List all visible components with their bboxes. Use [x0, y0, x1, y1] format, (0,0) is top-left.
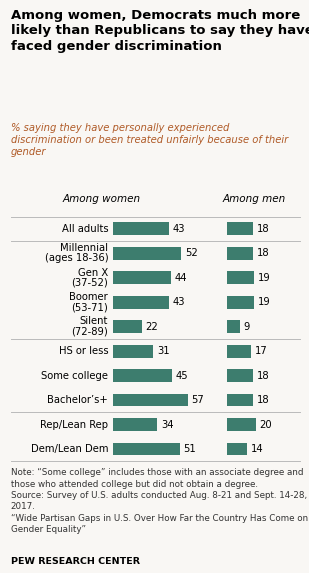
Text: Bachelor’s+: Bachelor’s+ — [47, 395, 108, 405]
Text: 57: 57 — [191, 395, 204, 405]
Bar — [113, 222, 169, 235]
Text: % saying they have personally experienced
discrimination or been treated unfairl: % saying they have personally experience… — [11, 123, 288, 157]
Text: Millennial
(ages 18-36): Millennial (ages 18-36) — [44, 243, 108, 264]
Text: Dem/Lean Dem: Dem/Lean Dem — [31, 444, 108, 454]
Text: Rep/Lean Rep: Rep/Lean Rep — [40, 419, 108, 430]
Text: 43: 43 — [173, 224, 185, 234]
Text: 52: 52 — [185, 248, 197, 258]
Bar — [113, 296, 169, 309]
Bar — [227, 247, 253, 260]
Text: Among women, Democrats much more
likely than Republicans to say they have
faced : Among women, Democrats much more likely … — [11, 9, 309, 53]
Bar — [113, 369, 172, 382]
Text: Boomer
(53-71): Boomer (53-71) — [70, 292, 108, 312]
Text: 18: 18 — [256, 395, 269, 405]
Text: 18: 18 — [256, 248, 269, 258]
Text: HS or less: HS or less — [58, 346, 108, 356]
Bar — [113, 345, 154, 358]
Text: Silent
(72-89): Silent (72-89) — [71, 316, 108, 337]
Bar — [227, 222, 253, 235]
Bar — [227, 369, 253, 382]
Text: 14: 14 — [251, 444, 263, 454]
Text: 19: 19 — [258, 273, 271, 282]
Text: PEW RESEARCH CENTER: PEW RESEARCH CENTER — [11, 557, 140, 566]
Text: Among men: Among men — [222, 194, 286, 204]
Text: 9: 9 — [243, 321, 250, 332]
Text: Note: “Some college” includes those with an associate degree and
those who atten: Note: “Some college” includes those with… — [11, 468, 308, 535]
Text: 51: 51 — [184, 444, 196, 454]
Text: Some college: Some college — [41, 371, 108, 380]
Text: 20: 20 — [259, 419, 272, 430]
Text: 31: 31 — [157, 346, 170, 356]
Text: All adults: All adults — [61, 224, 108, 234]
Bar — [227, 418, 256, 431]
Bar — [227, 320, 240, 333]
Text: 44: 44 — [174, 273, 187, 282]
Text: 43: 43 — [173, 297, 185, 307]
Text: 17: 17 — [255, 346, 268, 356]
Bar — [227, 272, 254, 284]
Text: 18: 18 — [256, 224, 269, 234]
Text: 45: 45 — [176, 371, 188, 380]
Bar — [113, 443, 180, 456]
Bar — [113, 418, 157, 431]
Bar — [113, 394, 188, 406]
Text: 19: 19 — [258, 297, 271, 307]
Bar — [227, 443, 247, 456]
Bar — [227, 345, 251, 358]
Text: 18: 18 — [256, 371, 269, 380]
Bar — [227, 394, 253, 406]
Bar — [113, 247, 181, 260]
Text: 22: 22 — [146, 321, 158, 332]
Bar — [227, 296, 254, 309]
Text: Gen X
(37-52): Gen X (37-52) — [71, 268, 108, 288]
Text: Among women: Among women — [62, 194, 140, 204]
Bar — [113, 320, 142, 333]
Bar — [113, 272, 171, 284]
Text: 34: 34 — [161, 419, 174, 430]
